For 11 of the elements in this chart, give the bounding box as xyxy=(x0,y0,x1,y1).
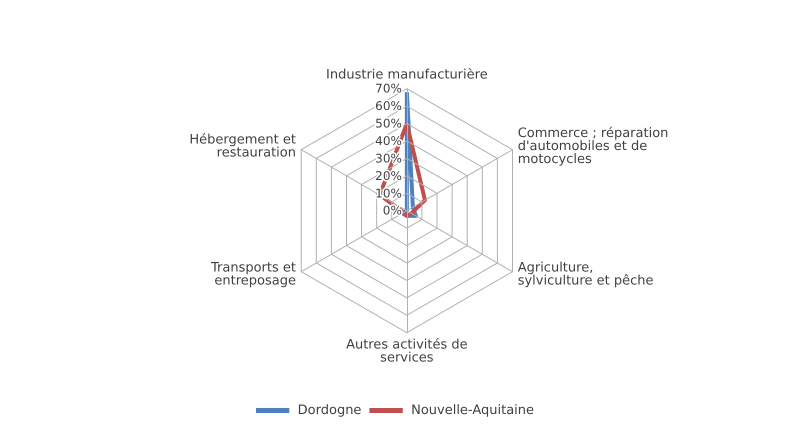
spoke-label: Agriculture, sylviculture et pêche xyxy=(518,260,654,289)
spoke-label: Hébergement et restauration xyxy=(189,132,296,161)
y-tick-label: 60% xyxy=(375,99,402,114)
spoke-label: Autres activités de services xyxy=(346,338,468,366)
y-tick-label: 50% xyxy=(375,116,402,131)
legend-label: Dordogne xyxy=(298,403,362,418)
spoke-label: Industrie manufacturière xyxy=(326,67,488,82)
spoke-label: Transports et entreposage xyxy=(210,260,296,289)
spoke-label: Commerce ; réparation d'automobiles et de motocycles xyxy=(518,126,668,168)
legend-label: Nouvelle-Aquitaine xyxy=(411,403,534,418)
y-tick-label: 70% xyxy=(375,82,402,96)
